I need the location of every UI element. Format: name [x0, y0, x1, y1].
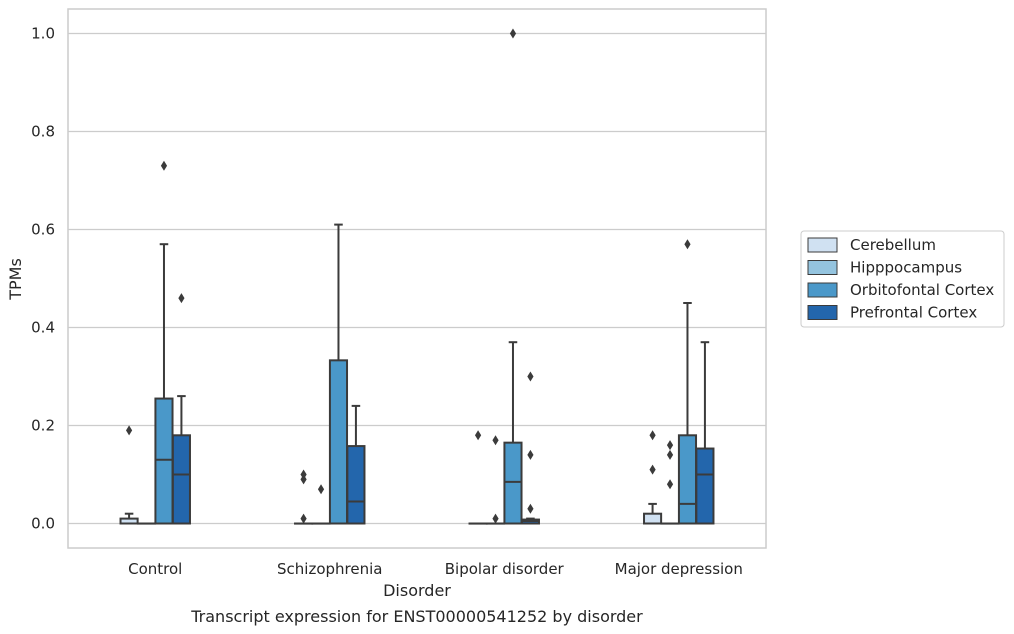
x-tick-label-2: Bipolar disorder: [445, 560, 565, 578]
outlier-0: [666, 479, 674, 490]
x-tick-label-0: Control: [128, 560, 182, 578]
legend-swatch-2: [807, 282, 838, 298]
box-0-2: [154, 160, 174, 525]
box-3-1: [660, 440, 680, 525]
box-body: [328, 359, 349, 525]
box-3-0: [643, 430, 663, 525]
legend-frame: [800, 230, 1005, 328]
box-plots: [119, 28, 715, 525]
outlier-0: [527, 503, 534, 514]
outlier-2: [527, 371, 534, 382]
y-tick-label-0: 0.0: [31, 515, 55, 533]
outlier-1: [527, 449, 534, 460]
outlier-0: [492, 513, 499, 524]
box-0-0: [119, 425, 139, 525]
y-tick-label-2: 0.4: [31, 319, 55, 337]
y-tick-label-4: 0.8: [31, 123, 55, 141]
box-1-2: [328, 223, 349, 525]
outlier-0: [125, 425, 133, 436]
box-1-1: [311, 484, 331, 525]
x-tick-labels: Control Schizophrenia Bipolar disorder Majo…: [128, 560, 743, 578]
y-tick-label-3: 0.6: [31, 221, 55, 239]
legend-label-3: Prefrontal Cortex: [850, 304, 977, 322]
y-tick-label-5: 1.0: [31, 25, 55, 43]
outlier-0: [178, 293, 185, 304]
box-body: [171, 434, 191, 525]
box-2-1: [485, 435, 506, 525]
legend-label-1: Hipppocampus: [850, 259, 962, 277]
box-2-3: [520, 371, 540, 525]
box-body: [154, 397, 174, 525]
outlier-1: [649, 430, 656, 441]
x-axis-label: Disorder: [383, 581, 451, 600]
box-2-2: [503, 28, 523, 525]
box-body: [677, 434, 698, 525]
outlier-0: [300, 513, 307, 524]
box-3-3: [695, 341, 715, 525]
legend-label-0: Cerebellum: [850, 236, 936, 254]
y-axis-label: TPMs: [6, 258, 25, 301]
box-body: [643, 512, 663, 525]
box-body: [503, 441, 523, 525]
box-0-3: [171, 293, 191, 525]
box-1-0: [294, 469, 314, 525]
chart-title: Transcript expression for ENST0000054125…: [190, 607, 643, 626]
box-3-2: [677, 239, 698, 525]
outlier-2: [300, 469, 307, 480]
outlier-0: [474, 430, 482, 441]
outlier-0: [160, 160, 168, 171]
y-tick-labels: 0.0 0.2 0.4 0.6 0.8 1.0: [31, 25, 55, 533]
outlier-0: [317, 484, 325, 495]
outlier-0: [684, 239, 691, 250]
legend-swatch-3: [807, 305, 838, 320]
legend: Cerebellum Hipppocampus Orbitofontal Corte…: [800, 230, 1005, 328]
outlier-0: [509, 28, 517, 39]
x-tick-label-3: Major depression: [615, 560, 743, 578]
box-2-0: [468, 430, 488, 525]
legend-label-2: Orbitofontal Cortex: [850, 281, 994, 299]
outlier-1: [666, 449, 674, 460]
outlier-2: [666, 440, 674, 451]
legend-swatch-0: [807, 237, 838, 253]
box-body: [695, 447, 715, 525]
outlier-0: [649, 464, 656, 475]
x-tick-label-1: Schizophrenia: [277, 560, 382, 578]
legend-swatch-1: [807, 260, 838, 275]
outlier-1: [492, 435, 499, 446]
box-body: [346, 445, 366, 525]
y-tick-label-1: 0.2: [31, 417, 55, 435]
box-1-3: [346, 404, 366, 525]
plot-frame: [67, 8, 767, 549]
